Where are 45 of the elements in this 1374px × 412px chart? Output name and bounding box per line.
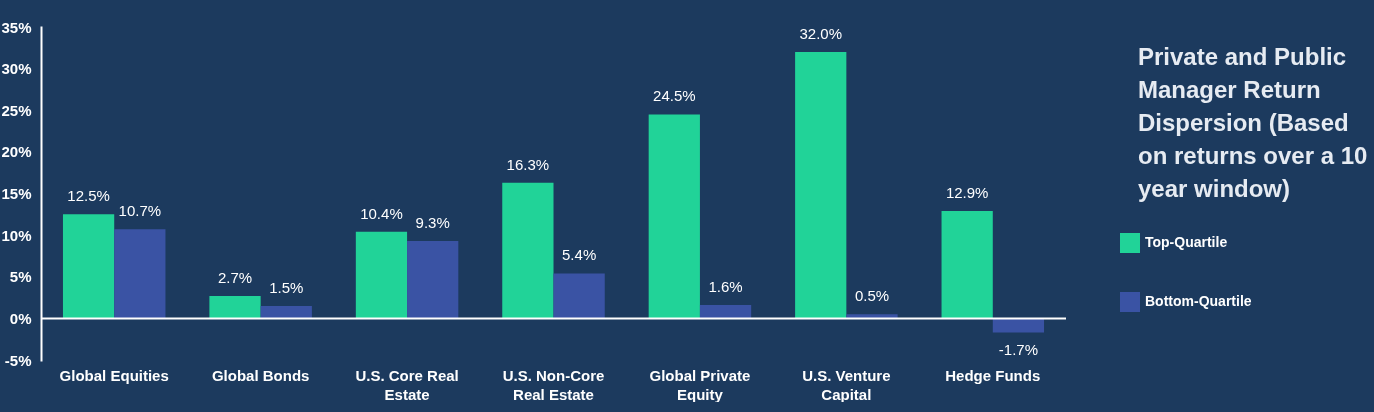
x-tick-label: Global Equities <box>59 366 169 384</box>
bar <box>795 51 847 319</box>
x-tick-label: Hedge Funds <box>945 366 1041 384</box>
bar <box>209 295 261 319</box>
data-label: 12.9% <box>945 183 989 201</box>
data-label: 10.4% <box>360 204 403 222</box>
bar <box>699 305 752 319</box>
bar <box>62 214 115 319</box>
y-tick-label: 35% <box>1 18 32 36</box>
data-label: 2.7% <box>217 268 253 286</box>
y-tick-label: 20% <box>1 143 32 161</box>
x-tick-label: U.S. Core Real Estate <box>355 366 459 403</box>
x-tick-label: U.S. Venture Capital <box>802 366 891 403</box>
bar <box>553 273 605 319</box>
data-label: 1.5% <box>269 278 304 296</box>
data-label: 1.6% <box>708 278 743 296</box>
y-tick-label: 5% <box>9 268 32 286</box>
bar <box>992 318 1045 333</box>
y-tick-label: 15% <box>1 185 32 202</box>
data-label: 10.7% <box>118 202 162 220</box>
data-label: 16.3% <box>506 155 550 173</box>
y-tick-label: 0% <box>9 309 32 327</box>
bar <box>941 210 993 319</box>
y-tick-label: 10% <box>1 226 32 244</box>
data-label: 0.5% <box>854 287 890 305</box>
x-tick-label: Global Bonds <box>211 366 310 384</box>
legend-label: Bottom-Quartile <box>1145 293 1252 309</box>
data-label: 32.0% <box>799 24 843 42</box>
data-label: -1.7% <box>998 340 1038 358</box>
bar <box>502 182 554 319</box>
bar <box>407 240 459 319</box>
data-label: 5.4% <box>562 246 597 264</box>
bar <box>114 229 166 319</box>
y-tick-label: 25% <box>1 101 32 119</box>
text: Private and Public Manager Return Dispersion (Based on returns over a 10 year window) <box>1138 42 1368 204</box>
x-tick-label: Global Private Equity <box>649 366 751 403</box>
y-tick-label: 30% <box>1 60 32 78</box>
data-label: 9.3% <box>415 213 450 231</box>
bar <box>648 114 700 319</box>
data-label: 12.5% <box>67 187 110 205</box>
bar <box>355 231 408 319</box>
data-label: 24.5% <box>653 87 696 105</box>
x-tick-label: U.S. Non-Core Real Estate <box>502 366 605 403</box>
legend-label: Top-Quartile <box>1145 234 1228 250</box>
y-tick-label: -5% <box>4 351 32 369</box>
